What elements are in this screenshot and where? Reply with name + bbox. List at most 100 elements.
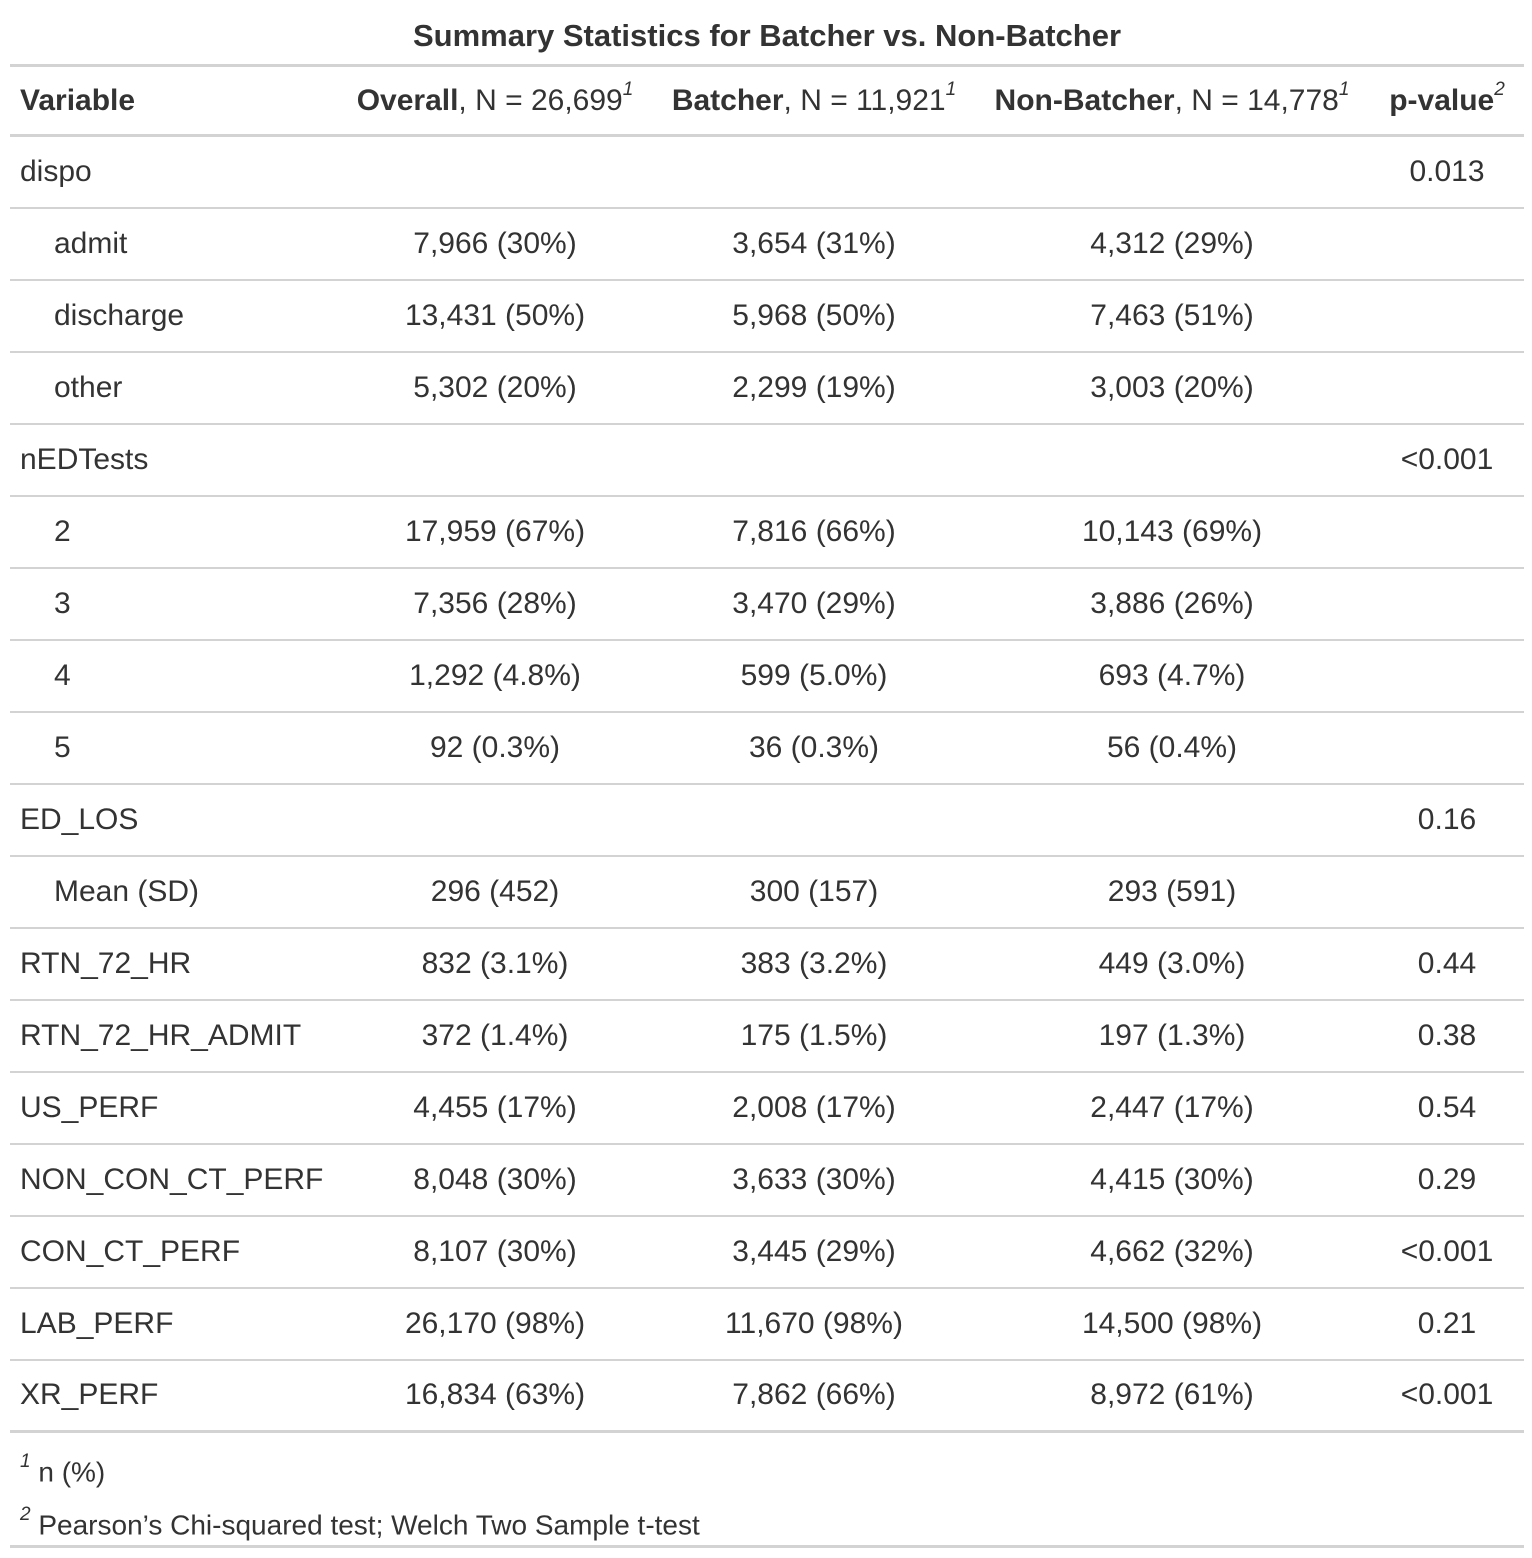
p-value-cell: <0.001 [1400, 1378, 1494, 1412]
non-batcher-cell: 197 (1.3%) [1098, 1018, 1246, 1052]
row-label-cell: 3 [54, 586, 71, 620]
batcher-cell: 2,299 (19%) [732, 370, 896, 404]
batcher-cell: 3,633 (30%) [732, 1162, 896, 1196]
overall-cell: 5,302 (20%) [413, 370, 577, 404]
table-row: 3 7,356 (28%) 3,470 (29%) 3,886 (26%) [10, 568, 1524, 640]
table-row: RTN_72_HR 832 (3.1%) 383 (3.2%) 449 (3.0%) 0… [10, 928, 1524, 1000]
row-label-cell: 2 [54, 514, 71, 548]
p-value-cell: <0.001 [1400, 1234, 1494, 1268]
p-value-cell: 0.29 [1417, 1162, 1477, 1196]
batcher-cell: 7,816 (66%) [732, 514, 896, 548]
table-row: CON_CT_PERF 8,107 (30%) 3,445 (29%) 4,662 (… [10, 1216, 1524, 1288]
non-batcher-cell: 693 (4.7%) [1098, 658, 1246, 692]
row-label-cell: other [54, 370, 123, 404]
batcher-cell: 3,654 (31%) [732, 226, 896, 260]
batcher-cell: 7,862 (66%) [732, 1378, 896, 1412]
row-label-cell: 5 [54, 730, 71, 764]
table-row: RTN_72_HR_ADMIT 372 (1.4%) 175 (1.5%) 197 (… [10, 1000, 1524, 1072]
table-row: 2 17,959 (67%) 7,816 (66%) 10,143 (69%) [10, 496, 1524, 568]
row-label-cell: discharge [54, 298, 185, 332]
p-value-cell: 0.54 [1417, 1090, 1477, 1124]
overall-cell [336, 136, 654, 208]
p-value-cell [1370, 640, 1524, 712]
overall-cell: 17,959 (67%) [404, 514, 586, 548]
non-batcher-cell [974, 784, 1370, 856]
row-label-cell: dispo [20, 154, 92, 188]
footnote-2: 2 Pearson’s Chi-squared test; Welch Two … [10, 1491, 1524, 1548]
footnote-1: 1 n (%) [20, 1451, 106, 1488]
table-title: Summary Statistics for Batcher vs. Non-B… [412, 18, 1122, 53]
batcher-cell: 5,968 (50%) [732, 298, 896, 332]
row-label-cell: admit [54, 226, 128, 260]
batcher-cell: 383 (3.2%) [740, 946, 888, 980]
p-value-cell: <0.001 [1400, 442, 1494, 476]
overall-cell [336, 424, 654, 496]
overall-cell: 7,966 (30%) [413, 226, 577, 260]
non-batcher-cell: 10,143 (69%) [1081, 514, 1263, 548]
non-batcher-cell: 449 (3.0%) [1098, 946, 1246, 980]
batcher-cell: 3,470 (29%) [732, 586, 896, 620]
row-label-cell: nEDTests [20, 442, 149, 476]
non-batcher-cell: 8,972 (61%) [1090, 1378, 1254, 1412]
row-label-cell: LAB_PERF [20, 1306, 174, 1340]
row-label-cell: Mean (SD) [54, 874, 200, 908]
non-batcher-cell: 2,447 (17%) [1090, 1090, 1254, 1124]
row-label-cell: XR_PERF [20, 1378, 159, 1412]
batcher-cell: 599 (5.0%) [740, 658, 888, 692]
non-batcher-cell [974, 136, 1370, 208]
overall-cell: 4,455 (17%) [413, 1090, 577, 1124]
row-label-cell: CON_CT_PERF [20, 1234, 241, 1268]
overall-cell: 296 (452) [430, 874, 560, 908]
header-overall: Overall, N = 26,6991 [356, 79, 634, 117]
non-batcher-cell: 3,003 (20%) [1090, 370, 1254, 404]
row-label-cell: US_PERF [20, 1090, 159, 1124]
table-row: dispo 0.013 [10, 136, 1524, 208]
table-row: LAB_PERF 26,170 (98%) 11,670 (98%) 14,500 (… [10, 1288, 1524, 1360]
batcher-cell [654, 424, 974, 496]
summary-table: Variable Overall, N = 26,6991 Batcher, N… [10, 64, 1524, 1433]
overall-cell: 8,107 (30%) [413, 1234, 577, 1268]
row-label-cell: NON_CON_CT_PERF [20, 1162, 324, 1196]
overall-cell: 92 (0.3%) [429, 730, 561, 764]
p-value-cell [1370, 280, 1524, 352]
batcher-cell [654, 136, 974, 208]
header-non-batcher: Non-Batcher, N = 14,7781 [994, 79, 1350, 117]
overall-cell: 1,292 (4.8%) [409, 658, 581, 692]
batcher-cell: 300 (157) [749, 874, 879, 908]
non-batcher-cell: 4,415 (30%) [1090, 1162, 1254, 1196]
table-row: Mean (SD) 296 (452) 300 (157) 293 (591) [10, 856, 1524, 928]
row-label-cell: ED_LOS [20, 802, 139, 836]
p-value-cell: 0.44 [1417, 946, 1477, 980]
table-row: admit 7,966 (30%) 3,654 (31%) 4,312 (29%) [10, 208, 1524, 280]
p-value-cell [1370, 208, 1524, 280]
batcher-cell: 3,445 (29%) [732, 1234, 896, 1268]
p-value-cell [1370, 712, 1524, 784]
summary-table-container: Summary Statistics for Batcher vs. Non-B… [10, 0, 1524, 1548]
table-row: 5 92 (0.3%) 36 (0.3%) 56 (0.4%) [10, 712, 1524, 784]
header-p-value: p-value2 [1389, 79, 1505, 117]
overall-cell: 26,170 (98%) [404, 1306, 586, 1340]
table-row: US_PERF 4,455 (17%) 2,008 (17%) 2,447 (17%)… [10, 1072, 1524, 1144]
overall-cell: 8,048 (30%) [413, 1162, 577, 1196]
non-batcher-cell [974, 424, 1370, 496]
overall-cell: 372 (1.4%) [421, 1018, 569, 1052]
overall-cell: 13,431 (50%) [404, 298, 586, 332]
batcher-cell: 2,008 (17%) [732, 1090, 896, 1124]
non-batcher-cell: 4,662 (32%) [1090, 1234, 1254, 1268]
non-batcher-cell: 7,463 (51%) [1090, 298, 1254, 332]
p-value-cell: 0.21 [1417, 1306, 1477, 1340]
header-batcher: Batcher, N = 11,9211 [671, 79, 957, 117]
table-row: nEDTests <0.001 [10, 424, 1524, 496]
table-row: 4 1,292 (4.8%) 599 (5.0%) 693 (4.7%) [10, 640, 1524, 712]
batcher-cell: 175 (1.5%) [740, 1018, 888, 1052]
header-row: Variable Overall, N = 26,6991 Batcher, N… [10, 66, 1524, 136]
p-value-cell [1370, 496, 1524, 568]
table-row: NON_CON_CT_PERF 8,048 (30%) 3,633 (30%) 4,4… [10, 1144, 1524, 1216]
batcher-cell [654, 784, 974, 856]
non-batcher-cell: 293 (591) [1107, 874, 1237, 908]
table-row: XR_PERF 16,834 (63%) 7,862 (66%) 8,972 (61%… [10, 1360, 1524, 1432]
p-value-cell: 0.013 [1409, 154, 1485, 188]
header-variable: Variable [20, 83, 136, 117]
p-value-cell: 0.16 [1417, 802, 1477, 836]
p-value-cell [1370, 352, 1524, 424]
